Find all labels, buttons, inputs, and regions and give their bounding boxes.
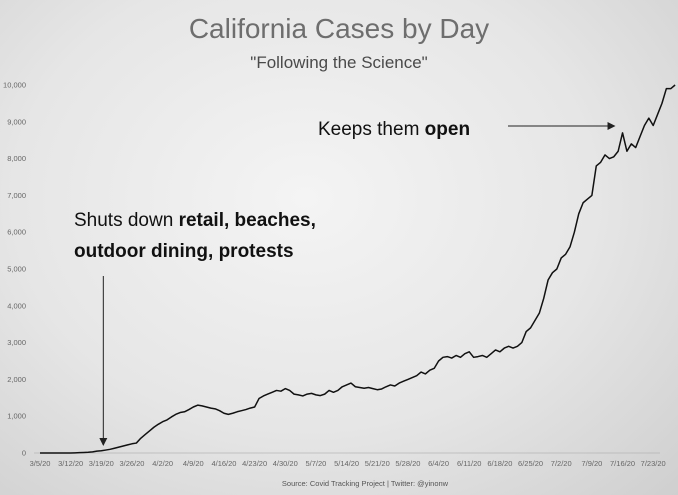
x-tick-label: 3/5/20: [30, 459, 51, 468]
x-axis: 3/5/20 3/12/20 3/19/20 3/26/20 4/2/20 4/9/20 4…: [30, 452, 666, 468]
x-tick-label: 4/9/20: [183, 459, 204, 468]
x-tick-label: 5/7/20: [306, 459, 327, 468]
y-tick-label: 2,000: [7, 375, 26, 384]
x-tick-label: 3/19/20: [89, 459, 114, 468]
x-tick-label: 7/16/20: [610, 459, 635, 468]
x-tick-label: 4/30/20: [273, 459, 298, 468]
y-tick-label: 6,000: [7, 228, 26, 237]
x-tick-label: 3/12/20: [58, 459, 83, 468]
series-line-cases: [40, 84, 676, 454]
annotations: Shuts down retail, beaches, outdoor dinin…: [74, 119, 616, 446]
x-tick-label: 6/4/20: [428, 459, 449, 468]
x-tick-label: 4/23/20: [242, 459, 267, 468]
y-tick-label: 4,000: [7, 301, 26, 310]
x-tick-label: 3/26/20: [119, 459, 144, 468]
y-tick-label: 3,000: [7, 338, 26, 347]
y-tick-label: 10,000: [3, 81, 26, 90]
x-tick-label: 7/9/20: [581, 459, 602, 468]
x-tick-label: 5/28/20: [395, 459, 420, 468]
y-tick-label: 0: [22, 449, 26, 458]
chart-subtitle: "Following the Science": [250, 53, 427, 72]
chart-source: Source: Covid Tracking Project | Twitter…: [282, 479, 449, 488]
annotation-shutdown-segment: retail, beaches,: [179, 210, 316, 231]
y-tick-label: 5,000: [7, 265, 26, 274]
annotation-open-segment: Keeps them: [318, 119, 425, 140]
annotation-shutdown-segment: outdoor dining, protests: [74, 241, 294, 262]
x-tick-label: 5/14/20: [334, 459, 359, 468]
y-axis: 0 1,000 2,000 3,000 4,000 5,000 6,000 7,000 8,00…: [3, 81, 26, 458]
x-tick-label: 5/21/20: [365, 459, 390, 468]
y-tick-label: 8,000: [7, 154, 26, 163]
y-tick-label: 7,000: [7, 191, 26, 200]
x-tick-label: 6/18/20: [487, 459, 512, 468]
x-tick-label: 4/16/20: [211, 459, 236, 468]
annotation-shutdown-line-1: Shuts down retail, beaches,: [74, 210, 316, 231]
x-tick-label: 6/25/20: [518, 459, 543, 468]
y-tick-label: 1,000: [7, 412, 26, 421]
annotation-open-line-1: Keeps them open: [318, 119, 470, 140]
annotation-open-segment: open: [425, 119, 470, 140]
annotation-shutdown-segment: Shuts down: [74, 210, 179, 231]
x-tick-label: 7/23/20: [641, 459, 666, 468]
annotation-shutdown-line-2: outdoor dining, protests: [74, 241, 294, 262]
x-tick-label: 7/2/20: [551, 459, 572, 468]
y-tick-label: 9,000: [7, 117, 26, 126]
x-tick-label: 6/11/20: [457, 459, 481, 468]
x-tick-label: 4/2/20: [152, 459, 173, 468]
chart-title: California Cases by Day: [189, 13, 489, 44]
